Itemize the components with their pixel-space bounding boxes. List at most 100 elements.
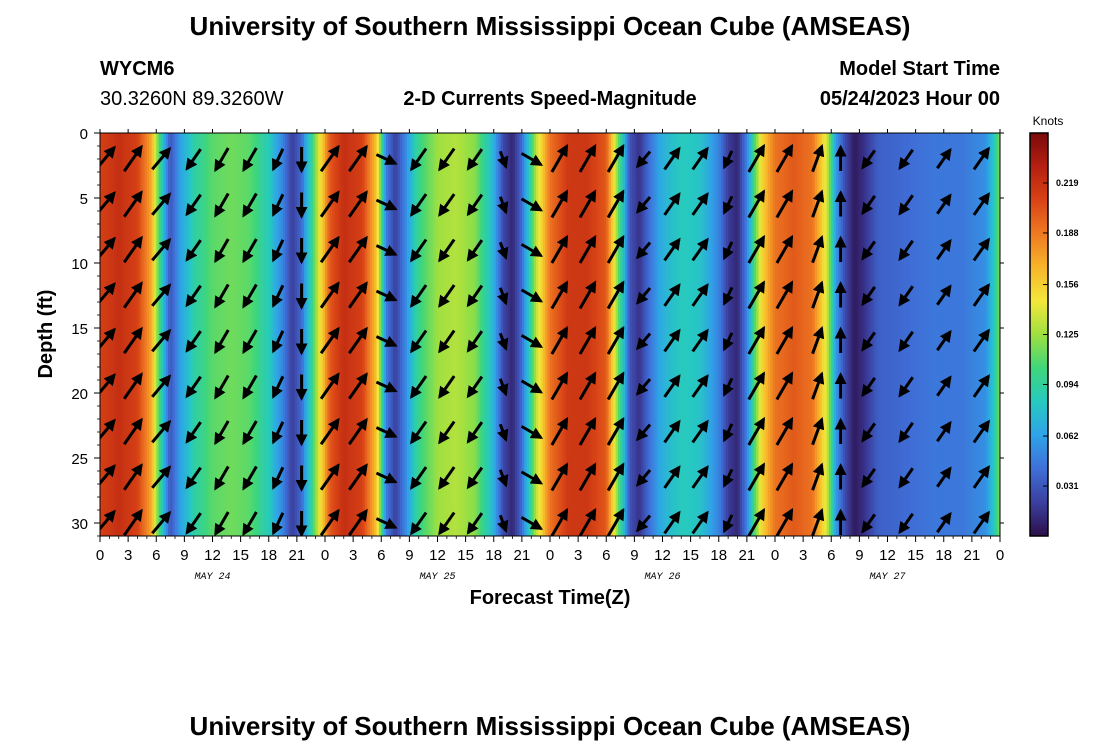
current-vector-arrow [635, 287, 652, 305]
current-vector-arrow [410, 284, 428, 308]
current-vector-arrow [319, 508, 340, 536]
heatmap-cell [969, 133, 973, 536]
current-vector-arrow [606, 280, 625, 310]
heatmap-cell [803, 133, 807, 536]
y-axis-label: Depth (ft) [35, 290, 57, 379]
heatmap-cell [282, 133, 286, 536]
current-vector-arrow [520, 334, 544, 348]
heatmap-cell [484, 133, 488, 536]
heatmap-cell [692, 133, 696, 536]
heatmap-cell [695, 133, 699, 536]
day-labels: MAY 24 MAY 25 MAY 26 MAY 27 [194, 572, 905, 583]
x-tick-label: 0 [546, 547, 554, 564]
heatmap-cell [770, 133, 774, 536]
heatmap-cell [632, 133, 635, 536]
heatmap-cell [287, 133, 291, 536]
heatmap-cell [810, 133, 814, 536]
current-vector-arrow [466, 148, 484, 171]
current-vector-arrow [520, 379, 544, 394]
current-vector-arrow [898, 512, 914, 535]
x-tick-label: 18 [260, 547, 277, 564]
current-vector-arrow [347, 144, 368, 173]
heatmap-cell [990, 133, 994, 536]
current-vector-arrow [151, 465, 172, 489]
current-vector-arrow [722, 241, 734, 261]
current-vector-arrow [271, 330, 285, 354]
heatmap-cell [826, 133, 830, 536]
current-vector-arrow [122, 372, 143, 400]
heatmap-cell [418, 133, 422, 536]
current-vector-arrow [747, 189, 766, 219]
current-vector-arrow [747, 371, 766, 401]
heatmap-cell [149, 133, 153, 536]
current-vector-arrow [898, 285, 914, 307]
heatmap-cell [339, 133, 343, 536]
current-vector-arrow [185, 466, 202, 490]
heatmap-cell [596, 133, 600, 536]
heatmap-cell [992, 133, 996, 536]
heatmap-cell [435, 133, 439, 536]
current-vector-arrow [861, 468, 877, 489]
current-vector-arrow [972, 328, 990, 353]
heatmap-cell [395, 133, 399, 536]
heatmap-cell [460, 133, 464, 536]
heatmap-cell [240, 133, 244, 536]
current-vector-arrow [347, 326, 368, 355]
current-vector-arrow [578, 280, 597, 310]
current-vector-arrow [747, 280, 766, 310]
heatmap-cell [805, 133, 809, 536]
heatmap-cell [493, 133, 497, 536]
current-vector-arrow [811, 326, 825, 355]
heatmap-cell [470, 133, 474, 536]
current-vector-arrow [438, 238, 456, 263]
current-vector-arrow [722, 332, 734, 352]
heatmap-cell [650, 133, 654, 536]
current-vector-arrow [520, 288, 544, 303]
x-tick-label: 15 [457, 547, 474, 564]
heatmap-cell [913, 133, 917, 536]
current-vector-arrow [122, 235, 143, 264]
current-vector-arrow [242, 283, 258, 309]
x-axis: 0 3 6 9 12 15 18 21 0 3 6 9 12 15 18 21 0 3 6 9 12 15 18 21 0 3 6 9… [96, 129, 1004, 564]
heatmap-cell [664, 133, 668, 536]
current-vector-arrow [122, 417, 143, 446]
heatmap-cell [289, 133, 293, 536]
heatmap-cell [519, 133, 523, 536]
current-vector-arrow [775, 462, 794, 492]
x-tick-label: 9 [180, 547, 188, 564]
current-vector-arrow [151, 237, 172, 262]
current-vector-arrow [578, 143, 597, 173]
x-tick-label: 12 [204, 547, 221, 564]
y-tick-label: 5 [80, 191, 88, 208]
current-vector-arrow [151, 328, 172, 353]
current-vector-arrow [185, 330, 202, 353]
heatmap-cell [503, 133, 507, 536]
heatmap-cell [116, 133, 120, 536]
current-vector-arrow [898, 421, 914, 444]
current-vector-arrow [550, 280, 569, 310]
current-vector-arrow [936, 420, 952, 443]
heatmap-cell [238, 133, 242, 536]
current-vector-arrow [691, 146, 709, 171]
current-vector-arrow [214, 147, 230, 173]
current-vector-arrow [691, 510, 709, 535]
x-tick-label: 21 [739, 547, 756, 564]
heatmap-cell [767, 133, 771, 536]
heatmap-cell [177, 133, 181, 536]
current-vector-arrow [663, 465, 681, 489]
heatmap-cell [191, 133, 195, 536]
x-tick-label: 0 [996, 547, 1004, 564]
current-vector-arrow [347, 508, 368, 536]
current-vector-arrow [635, 423, 652, 442]
x-tick-label: 3 [349, 547, 357, 564]
current-vector-arrow [375, 426, 398, 438]
x-tick-label: 3 [574, 547, 582, 564]
heatmap-cell [920, 133, 924, 536]
heatmap-cell [425, 133, 429, 536]
current-vector-arrow [271, 193, 285, 217]
heatmap-cell [542, 133, 546, 536]
y-axis: 0 5 10 15 20 25 30 [71, 126, 1004, 537]
current-vector-arrow [466, 512, 484, 535]
current-vector-arrow [122, 508, 143, 536]
